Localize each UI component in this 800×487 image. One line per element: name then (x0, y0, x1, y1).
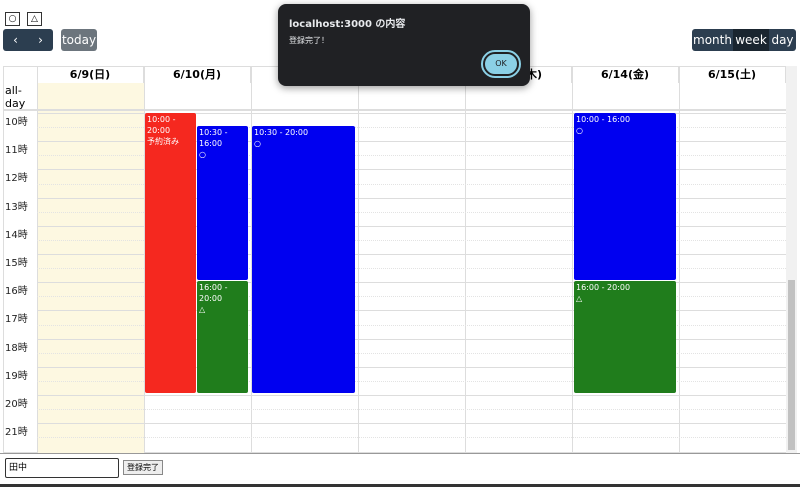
event-time: 16:00 - 20:00 (199, 283, 228, 303)
event-title: ○ (576, 126, 583, 135)
hour-line (37, 310, 786, 312)
event-title: △ (199, 305, 206, 314)
column-line (37, 66, 38, 453)
alert-dialog: localhost:3000 の内容 登録完了！ OK (278, 4, 530, 86)
half-hour-line (37, 437, 786, 439)
half-hour-line (37, 239, 786, 241)
hour-label: 11時 (5, 145, 28, 157)
today-button[interactable]: today (61, 29, 97, 51)
hour-label: 19時 (5, 370, 28, 382)
hour-line (37, 366, 786, 368)
half-hour-line (37, 155, 786, 157)
event-title: 予約済み (147, 137, 179, 146)
day-header: 6/15(土) (679, 66, 786, 83)
hour-line (37, 169, 786, 171)
month-button[interactable]: month (692, 29, 733, 51)
event[interactable]: 16:00 - 20:00 △ (574, 281, 676, 393)
event[interactable]: 10:30 - 20:00 ○ (252, 126, 355, 393)
circle-button[interactable]: ○ (5, 12, 20, 26)
hour-label: 16時 (5, 286, 28, 298)
prev-button[interactable]: ‹ (3, 29, 28, 51)
day-button[interactable]: day (769, 29, 796, 51)
event[interactable]: 10:30 - 16:00 ○ (197, 126, 248, 280)
hour-label: 15時 (5, 258, 28, 269)
form-bar (0, 453, 800, 484)
day-header: 6/14(金) (572, 66, 679, 83)
dialog-title: localhost:3000 の内容 (289, 19, 406, 30)
half-hour-line (37, 211, 786, 213)
day-header: 6/9(日) (37, 66, 144, 83)
event-title: △ (576, 294, 583, 303)
column-line (358, 66, 359, 453)
ok-button[interactable]: OK (481, 50, 521, 78)
hour-label: 13時 (5, 201, 28, 213)
half-hour-line (37, 127, 786, 129)
hour-label: 18時 (5, 342, 28, 354)
hour-line (37, 254, 786, 255)
today-column (37, 83, 144, 453)
hour-line (37, 395, 786, 396)
column-line (572, 66, 573, 453)
event-time: 16:00 - 20:00 (576, 283, 631, 292)
event-title: ○ (199, 150, 206, 159)
half-hour-line (37, 324, 786, 326)
hour-line (37, 113, 786, 114)
submit-button[interactable]: 登録完了 (123, 460, 163, 475)
hour-label: 20時 (5, 399, 28, 410)
scroll-thumb (788, 280, 795, 450)
hour-label: 17時 (5, 314, 28, 326)
bottom-bar (0, 484, 800, 487)
column-line (251, 66, 252, 453)
hour-label: 14時 (5, 229, 28, 241)
hour-line (37, 282, 786, 284)
event-time: 10:30 - 16:00 (199, 128, 228, 148)
hour-label: 21時 (5, 427, 28, 439)
event-title: ○ (254, 139, 261, 148)
event[interactable]: 10:00 - 16:00 ○ (574, 113, 676, 280)
week-button[interactable]: week (733, 29, 769, 51)
column-line (679, 66, 680, 453)
hour-line (37, 141, 786, 143)
event-time: 10:00 - 16:00 (576, 115, 631, 124)
column-line (144, 66, 145, 453)
hour-line (37, 423, 786, 425)
dialog-message: 登録完了！ (289, 36, 329, 45)
next-button[interactable]: › (28, 29, 53, 51)
day-header: 6/10(月) (144, 66, 251, 83)
event[interactable]: 16:00 - 20:00 △ (197, 281, 248, 393)
half-hour-line (37, 409, 786, 411)
event-time: 10:30 - 20:00 (254, 128, 309, 137)
name-input[interactable]: 田中 (5, 458, 119, 478)
allday-divider (3, 109, 786, 111)
triangle-button[interactable]: △ (27, 12, 42, 26)
hour-label: 12時 (5, 173, 28, 185)
hour-line (37, 225, 786, 227)
column-line (465, 66, 466, 453)
hour-line (37, 197, 786, 199)
half-hour-line (37, 380, 786, 382)
half-hour-line (37, 352, 786, 354)
hour-label: 10時 (5, 117, 28, 128)
scrollbar (786, 66, 797, 453)
half-hour-line (37, 268, 786, 270)
hour-line (37, 338, 786, 340)
all-day-label: all-day (5, 84, 26, 110)
event-time: 10:00 - 20:00 (147, 115, 176, 135)
event[interactable]: 10:00 - 20:00 予約済み (145, 113, 196, 393)
half-hour-line (37, 183, 786, 185)
half-hour-line (37, 296, 786, 298)
